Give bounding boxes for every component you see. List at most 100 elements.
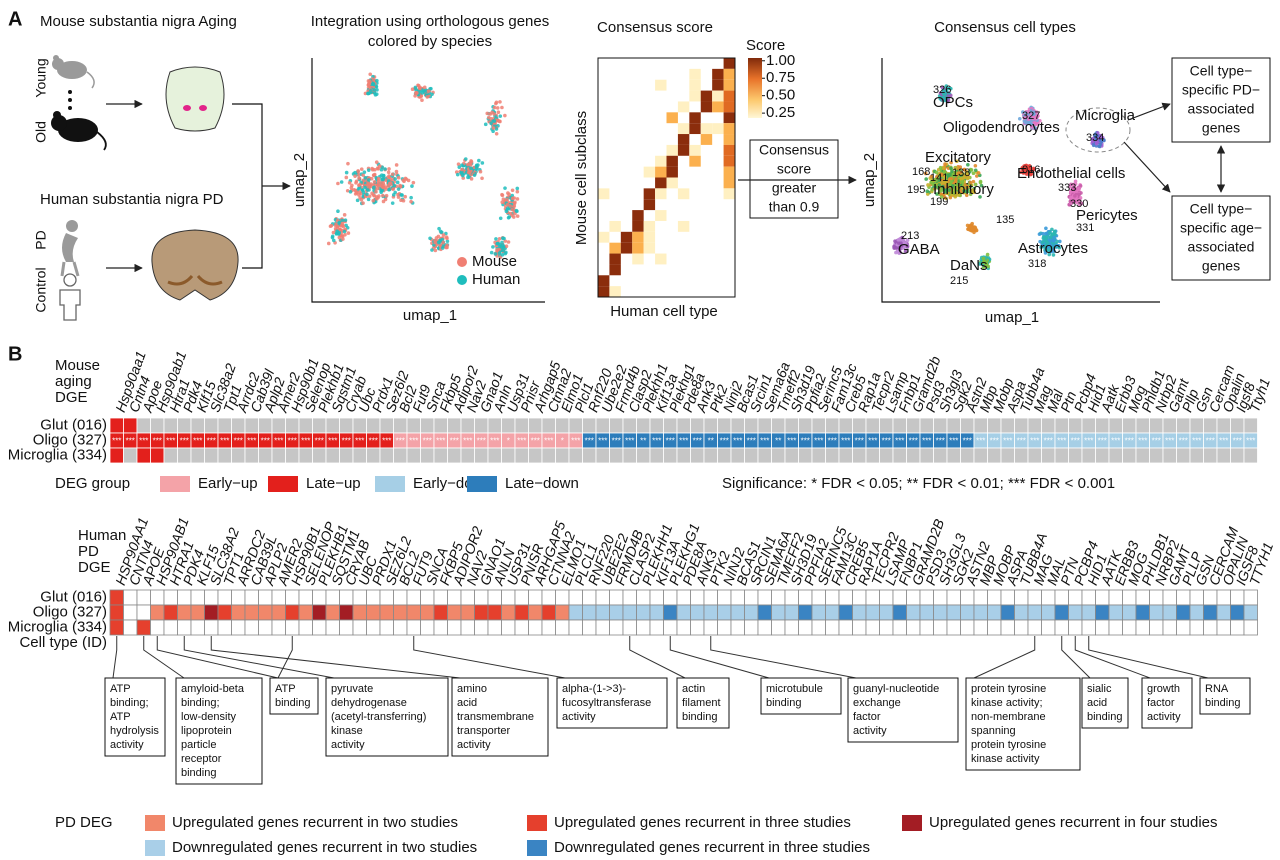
heatmap-cell xyxy=(666,166,678,178)
umap-point xyxy=(973,163,978,168)
significance-stars: *** xyxy=(598,437,607,446)
empty-cell xyxy=(1081,589,1096,606)
empty-cell xyxy=(1014,619,1029,636)
empty-cell xyxy=(798,619,813,636)
umap-point xyxy=(383,197,388,202)
empty-cell xyxy=(771,447,786,464)
cell-type-label: 215 xyxy=(950,275,968,287)
umap-point xyxy=(371,198,376,203)
umap-point xyxy=(365,192,369,197)
umap-point xyxy=(343,218,348,222)
cell-type-label: 195 xyxy=(907,184,925,196)
empty-cell xyxy=(163,589,178,606)
significance-stars: *** xyxy=(463,437,472,446)
cell-type-label: 168 xyxy=(912,166,930,178)
empty-cell xyxy=(325,447,340,464)
heatmap-cell xyxy=(620,231,633,243)
heatmap-cell xyxy=(723,79,735,91)
umap-point xyxy=(1043,231,1048,236)
empty-cell xyxy=(798,447,813,464)
umap-point xyxy=(371,185,376,190)
empty-cell xyxy=(987,447,1002,464)
annotation-text: activity xyxy=(331,739,365,751)
empty-cell xyxy=(973,417,988,434)
umap-point xyxy=(505,207,509,212)
empty-cell xyxy=(568,447,583,464)
empty-cell xyxy=(825,619,840,636)
umap-point xyxy=(1048,243,1053,248)
heatmap-cell xyxy=(325,604,340,621)
legend-swatch xyxy=(527,815,547,831)
umap-point xyxy=(497,244,502,249)
significance-stars: *** xyxy=(180,437,189,446)
umap-point xyxy=(374,160,379,164)
annotation-text: kinase xyxy=(331,725,363,737)
heatmap-cell xyxy=(1203,604,1218,621)
umap-point xyxy=(410,87,415,91)
umap-point xyxy=(893,239,897,243)
empty-cell xyxy=(285,589,300,606)
umap-point xyxy=(1093,134,1097,139)
heatmap-cell xyxy=(700,101,713,113)
significance-stars: *** xyxy=(1098,437,1107,446)
empty-cell xyxy=(663,589,678,606)
empty-cell xyxy=(150,619,165,636)
umap-point xyxy=(335,224,340,229)
empty-cell xyxy=(852,447,867,464)
umap-point xyxy=(938,165,943,170)
heatmap-cell xyxy=(136,619,151,636)
empty-cell xyxy=(393,589,408,606)
umap-point xyxy=(381,173,386,178)
umap-point xyxy=(1024,165,1028,170)
empty-cell xyxy=(298,417,313,434)
heatmap-cell xyxy=(700,134,713,145)
significance-stars: *** xyxy=(544,437,553,446)
empty-cell xyxy=(946,447,961,464)
empty-cell xyxy=(123,447,138,464)
empty-cell xyxy=(393,417,408,434)
significance-stars: *** xyxy=(990,437,999,446)
empty-cell xyxy=(460,619,475,636)
empty-cell xyxy=(1189,619,1204,636)
empty-cell xyxy=(933,417,948,434)
umap-point xyxy=(374,189,378,194)
empty-cell xyxy=(258,619,273,636)
heatmap-cell xyxy=(643,231,656,243)
umap-point xyxy=(1068,184,1072,189)
umap-point xyxy=(934,178,939,182)
significance-stars: *** xyxy=(139,437,148,446)
empty-cell xyxy=(906,417,921,434)
empty-cell xyxy=(703,589,718,606)
empty-cell xyxy=(879,589,894,606)
umap-point xyxy=(962,167,966,172)
significance-stars: *** xyxy=(1152,437,1161,446)
y-axis-label: umap_2 xyxy=(291,153,308,207)
empty-cell xyxy=(879,417,894,434)
heatmap-cell xyxy=(1230,604,1245,621)
heatmap-cell xyxy=(643,166,656,178)
empty-cell xyxy=(757,447,772,464)
umap-point xyxy=(929,180,933,185)
empty-cell xyxy=(487,589,502,606)
legend-label: Upregulated genes recurrent in two studi… xyxy=(172,814,458,831)
cell-type-label: 331 xyxy=(1076,222,1094,234)
umap-point xyxy=(337,235,342,240)
umap-point xyxy=(347,180,352,185)
heatmap-cell xyxy=(598,286,610,297)
umap-point xyxy=(949,179,954,184)
empty-cell xyxy=(1054,417,1069,434)
empty-cell xyxy=(649,619,664,636)
umap-point xyxy=(489,116,494,121)
annotation-text: protein tyrosine xyxy=(971,683,1046,695)
heatmap-cell xyxy=(460,604,475,621)
significance-stars: *** xyxy=(355,437,364,446)
umap-point xyxy=(1053,232,1057,237)
empty-cell xyxy=(217,589,232,606)
significance-stars: *** xyxy=(1125,437,1134,446)
umap-point xyxy=(377,164,382,168)
empty-cell xyxy=(852,589,867,606)
umap-point xyxy=(923,171,928,176)
umap-point xyxy=(1051,253,1056,257)
umap-point xyxy=(515,189,520,194)
significance-stars: *** xyxy=(369,437,378,446)
